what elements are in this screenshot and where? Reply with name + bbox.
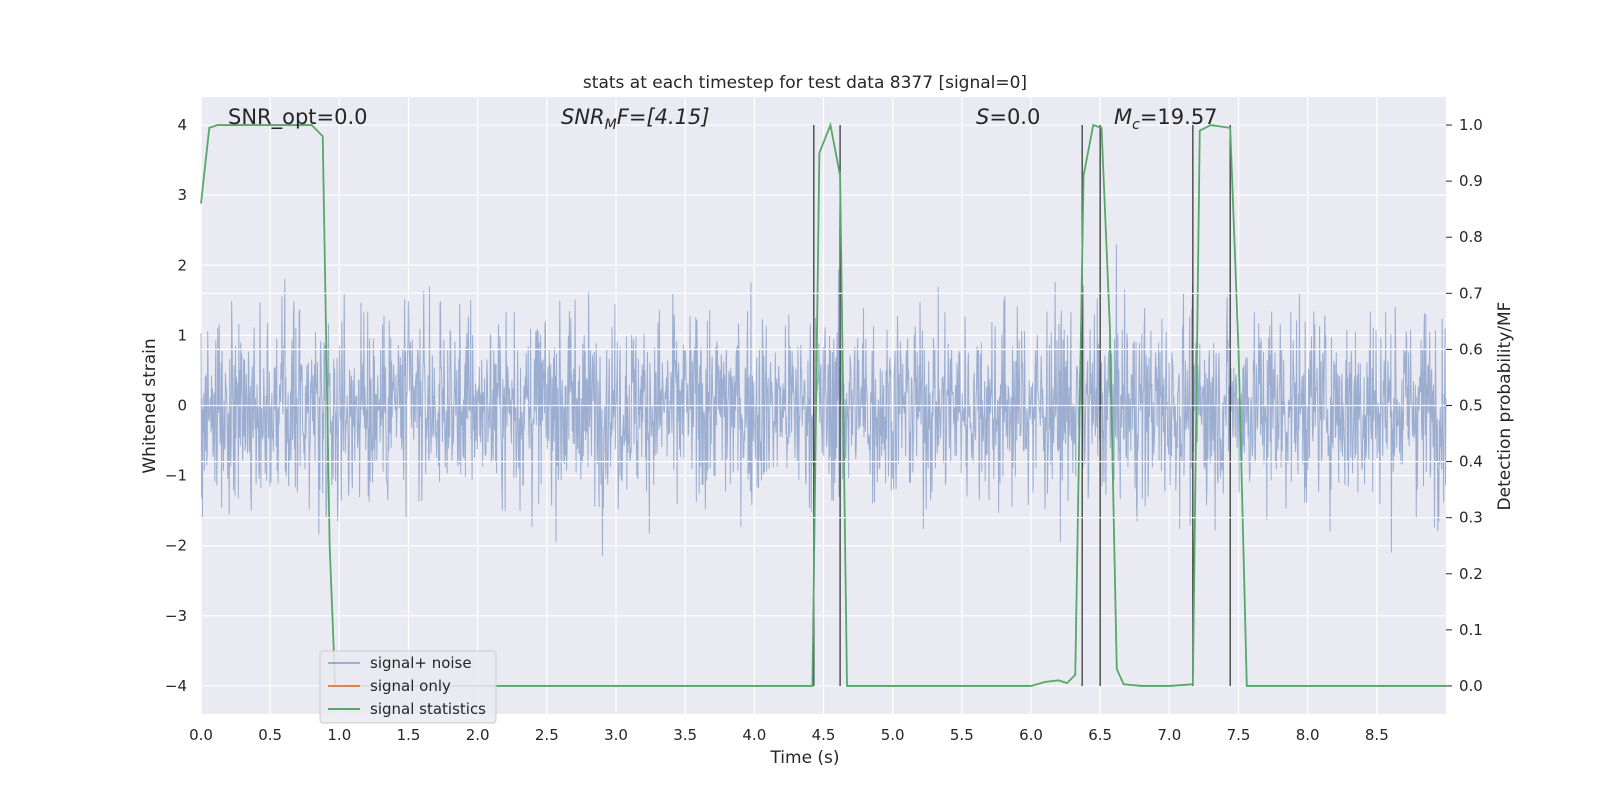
y-axis-label-left: Whitened strain (140, 338, 160, 473)
annotation-snr-mf: SNRMF=[4.15] (561, 105, 710, 133)
legend-label-signal-only: signal only (370, 677, 451, 695)
x-tick-label-1: 0.5 (258, 726, 282, 744)
y-tick-label-right-6: 0.4 (1459, 453, 1483, 471)
annotation-s: S=0.0 (976, 105, 1040, 129)
y-tick-label-right-0: 1.0 (1459, 116, 1483, 134)
y-axis-label-right: Detection probability/MF (1495, 302, 1515, 511)
y-tick-label-right-4: 0.6 (1459, 340, 1483, 358)
y-tick-label-left-0: 4 (177, 116, 187, 134)
x-tick-label-13: 6.5 (1088, 726, 1112, 744)
y-tick-label-right-8: 0.2 (1459, 565, 1483, 583)
x-tick-label-16: 8.0 (1296, 726, 1320, 744)
x-tick-label-4: 2.0 (466, 726, 490, 744)
y-tick-label-right-7: 0.3 (1459, 509, 1483, 527)
y-tick-label-left-1: 3 (177, 186, 187, 204)
y-tick-label-right-2: 0.8 (1459, 228, 1483, 246)
y-tick-label-right-5: 0.5 (1459, 397, 1483, 415)
y-tick-label-right-1: 0.9 (1459, 172, 1483, 190)
y-tick-label-left-4: 0 (177, 397, 187, 415)
x-tick-label-11: 5.5 (950, 726, 974, 744)
chart-title: stats at each timestep for test data 837… (583, 73, 1027, 93)
y-tick-label-right-10: 0.0 (1459, 677, 1483, 695)
y-tick-label-right-3: 0.7 (1459, 284, 1483, 302)
x-tick-label-8: 4.0 (742, 726, 766, 744)
x-tick-label-3: 1.5 (397, 726, 421, 744)
legend-box (319, 650, 497, 724)
x-tick-label-17: 8.5 (1365, 726, 1389, 744)
x-tick-label-5: 2.5 (535, 726, 559, 744)
x-tick-label-12: 6.0 (1019, 726, 1043, 744)
x-tick-label-10: 5.0 (881, 726, 905, 744)
y-tick-label-left-8: −4 (165, 677, 187, 695)
x-tick-label-9: 4.5 (812, 726, 836, 744)
legend-label-signal-statistics: signal statistics (370, 700, 486, 718)
x-tick-label-6: 3.0 (604, 726, 628, 744)
x-tick-label-14: 7.0 (1157, 726, 1181, 744)
y-tick-label-left-3: 1 (177, 326, 187, 344)
legend-label-signal-noise: signal+ noise (370, 654, 472, 672)
signal-noise-series (200, 244, 1447, 557)
annotation-snr-opt: SNR_opt=0.0 (228, 105, 368, 130)
y-tick-label-left-7: −3 (165, 607, 187, 625)
x-tick-label-7: 3.5 (673, 726, 697, 744)
x-tick-label-15: 7.5 (1227, 726, 1251, 744)
y-tick-label-left-5: −1 (165, 467, 187, 485)
x-tick-label-2: 1.0 (327, 726, 351, 744)
x-tick-label-0: 0.0 (189, 726, 213, 744)
signal-noise-line (200, 244, 1447, 557)
y-tick-label-right-9: 0.1 (1459, 621, 1483, 639)
x-axis-label: Time (s) (769, 748, 839, 768)
y-tick-label-left-6: −2 (165, 537, 187, 555)
y-tick-label-left-2: 2 (177, 256, 187, 274)
signal-statistics-series (200, 121, 1446, 687)
tick-labels: 0.0 0.5 1.0 1.5 2.0 2.5 3.0 3.5 4.0 4.5 5.0 5.5 6.0 6… (165, 116, 1483, 744)
annotation-mc: Mc=19.57 (1114, 105, 1218, 133)
signal-statistics-line (200, 121, 1446, 687)
legend: signal+ noise signal only signal statist… (319, 650, 497, 724)
horizontal-overlay-lines (201, 292, 1446, 519)
